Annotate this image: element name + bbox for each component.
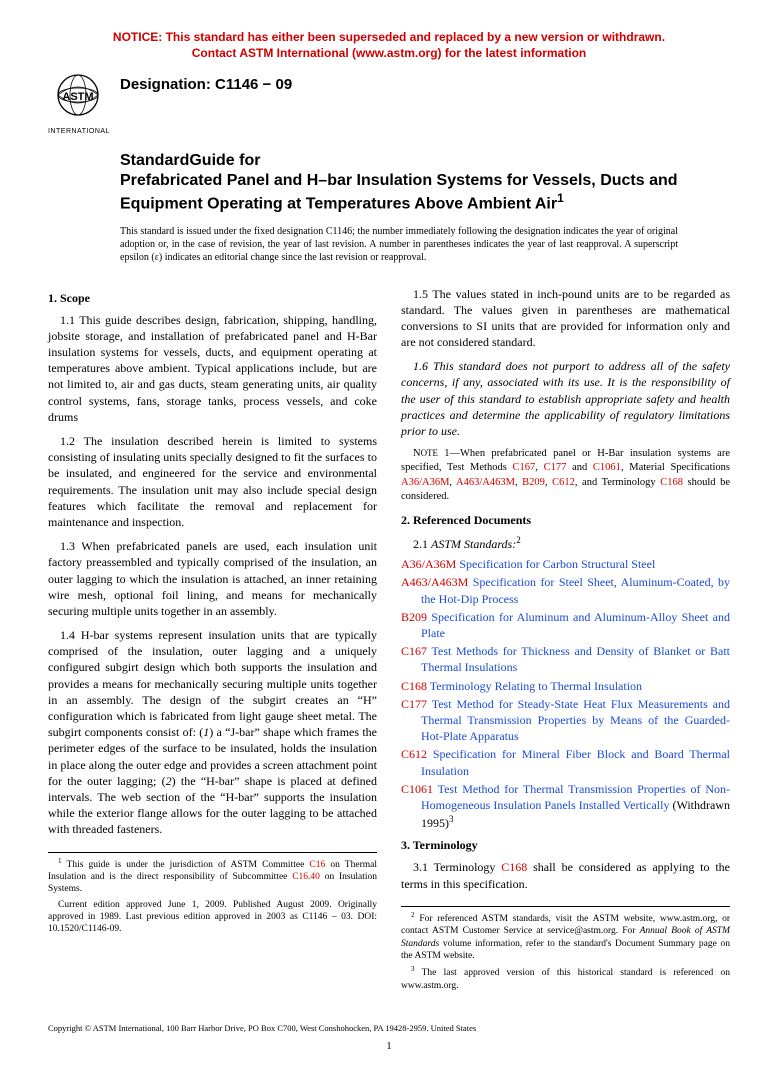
reference-item: A36/A36M Specification for Carbon Struct… <box>401 556 730 572</box>
reference-code: B209 <box>401 610 427 624</box>
reference-title: Test Method for Steady-State Heat Flux M… <box>421 697 730 743</box>
reference-code: C177 <box>401 697 427 711</box>
astm-logo: ASTM INTERNATIONAL <box>48 69 108 125</box>
copyright: Copyright © ASTM International, 100 Barr… <box>48 1023 730 1034</box>
section-2-head: 2. Referenced Documents <box>401 512 730 528</box>
supersession-notice: NOTICE: This standard has either been su… <box>48 30 730 61</box>
footnote-1b: Current edition approved June 1, 2009. P… <box>48 899 377 936</box>
title-block: StandardGuide for Prefabricated Panel an… <box>120 151 730 214</box>
reference-item: C1061 Test Method for Thermal Transmissi… <box>401 781 730 832</box>
reference-code: C1061 <box>401 782 433 796</box>
reference-code: C168 <box>401 679 427 693</box>
reference-code: A463/A463M <box>401 575 468 589</box>
reference-title: Specification for Steel Sheet, Aluminum-… <box>421 575 730 605</box>
body-columns: 1. Scope 1.1 This guide describes design… <box>48 286 730 996</box>
reference-code: A36/A36M <box>401 557 456 571</box>
section-3-head: 3. Terminology <box>401 837 730 853</box>
reference-title: Specification for Mineral Fiber Block an… <box>421 747 730 777</box>
footnote-2: 2 For referenced ASTM standards, visit t… <box>401 911 730 963</box>
reference-code: C167 <box>401 644 427 658</box>
logo-label: INTERNATIONAL <box>48 127 108 136</box>
reference-item: B209 Specification for Aluminum and Alum… <box>401 609 730 641</box>
reference-title: Terminology Relating to Thermal Insulati… <box>427 679 642 693</box>
reference-item: A463/A463M Specification for Steel Sheet… <box>401 574 730 606</box>
section-1-head: 1. Scope <box>48 290 377 306</box>
para-1-4: 1.4 H-bar systems represent insulation u… <box>48 627 377 837</box>
para-1-5: 1.5 The values stated in inch-pound unit… <box>401 286 730 351</box>
para-3-1: 3.1 Terminology C168 shall be considered… <box>401 859 730 891</box>
subhead-2-1: 2.1 ASTM Standards:2 <box>401 534 730 552</box>
reference-title: Test Methods for Thickness and Density o… <box>421 644 730 674</box>
reference-title: Specification for Aluminum and Aluminum-… <box>421 610 730 640</box>
issuance-note: This standard is issued under the fixed … <box>120 225 730 264</box>
title-main: Prefabricated Panel and H–bar Insulation… <box>120 171 730 214</box>
reference-title: Specification for Carbon Structural Stee… <box>456 557 655 571</box>
reference-code: C612 <box>401 747 427 761</box>
footnote-1: 1 This guide is under the jurisdiction o… <box>48 857 377 896</box>
para-1-6: 1.6 This standard does not purport to ad… <box>401 358 730 439</box>
right-column: 1.5 The values stated in inch-pound unit… <box>401 286 730 996</box>
designation: Designation: C1146 − 09 <box>120 75 292 95</box>
notice-line-1: NOTICE: This standard has either been su… <box>113 30 665 44</box>
note-1: NOTE 1—When prefabricated panel or H-Bar… <box>401 447 730 504</box>
footnote-3: 3 The last approved version of this hist… <box>401 965 730 992</box>
header-row: ASTM INTERNATIONAL Designation: C1146 − … <box>48 69 730 125</box>
notice-line-2: Contact ASTM International (www.astm.org… <box>192 46 586 60</box>
right-footnotes: 2 For referenced ASTM standards, visit t… <box>401 906 730 992</box>
reference-item: C612 Specification for Mineral Fiber Blo… <box>401 746 730 778</box>
left-column: 1. Scope 1.1 This guide describes design… <box>48 286 377 996</box>
reference-item: C177 Test Method for Steady-State Heat F… <box>401 696 730 745</box>
svg-text:ASTM: ASTM <box>62 91 93 103</box>
title-lead: StandardGuide for <box>120 151 730 171</box>
left-footnotes: 1 This guide is under the jurisdiction o… <box>48 852 377 936</box>
para-1-3: 1.3 When prefabricated panels are used, … <box>48 538 377 619</box>
references-list: A36/A36M Specification for Carbon Struct… <box>401 556 730 831</box>
para-1-1: 1.1 This guide describes design, fabrica… <box>48 312 377 425</box>
reference-item: C167 Test Methods for Thickness and Dens… <box>401 643 730 675</box>
para-1-2: 1.2 The insulation described herein is l… <box>48 433 377 530</box>
reference-item: C168 Terminology Relating to Thermal Ins… <box>401 678 730 694</box>
